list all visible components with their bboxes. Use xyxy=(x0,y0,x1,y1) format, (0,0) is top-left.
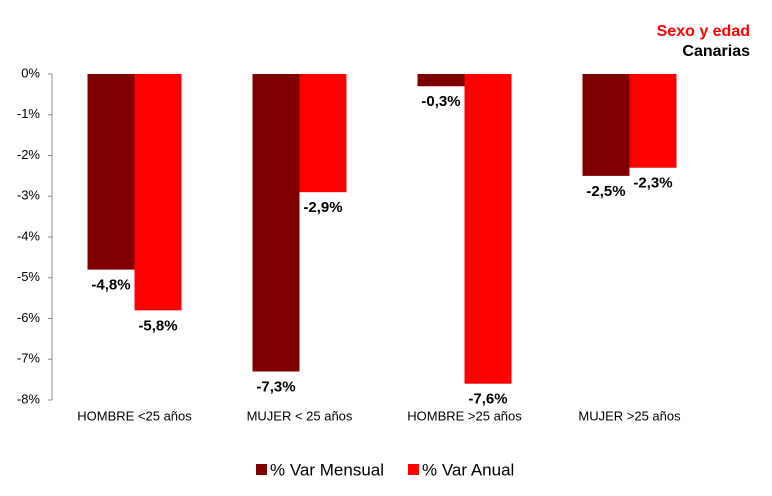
y-tick-label: -8% xyxy=(17,391,41,406)
y-tick-label: -2% xyxy=(17,147,41,162)
x-tick-label: HOMBRE <25 años xyxy=(77,408,192,423)
bar xyxy=(464,74,512,384)
value-label: -7,6% xyxy=(468,391,507,408)
legend-label: % Var Mensual xyxy=(270,460,384,479)
y-tick-label: -1% xyxy=(17,106,41,121)
legend-swatch xyxy=(408,464,420,475)
value-label: -7,3% xyxy=(256,378,295,395)
x-tick-label: MUJER >25 años xyxy=(578,408,681,423)
value-label: -2,5% xyxy=(586,183,625,200)
bar xyxy=(629,74,677,168)
legend-swatch xyxy=(256,464,267,475)
x-tick-label: MUJER < 25 años xyxy=(247,408,353,423)
y-tick-label: 0% xyxy=(21,65,40,80)
bar xyxy=(252,74,300,372)
value-label: -4,8% xyxy=(91,277,130,294)
value-label: -0,3% xyxy=(421,93,460,110)
bar xyxy=(134,74,182,311)
value-label: -2,9% xyxy=(303,199,342,216)
legend-label: % Var Anual xyxy=(422,460,514,479)
bar xyxy=(299,74,347,193)
y-tick-label: -5% xyxy=(17,269,41,284)
bar xyxy=(417,74,465,87)
y-tick-label: -4% xyxy=(17,228,41,243)
chart-subtitle: Canarias xyxy=(682,43,750,60)
value-label: -5,8% xyxy=(138,317,177,334)
y-tick-label: -7% xyxy=(17,351,41,366)
y-tick-label: -3% xyxy=(17,188,41,203)
y-tick-label: -6% xyxy=(17,310,41,325)
bar xyxy=(87,74,135,270)
x-tick-label: HOMBRE >25 años xyxy=(407,408,522,423)
value-label: -2,3% xyxy=(633,175,672,192)
bar xyxy=(582,74,630,176)
chart-title: Sexo y edad xyxy=(657,23,750,40)
